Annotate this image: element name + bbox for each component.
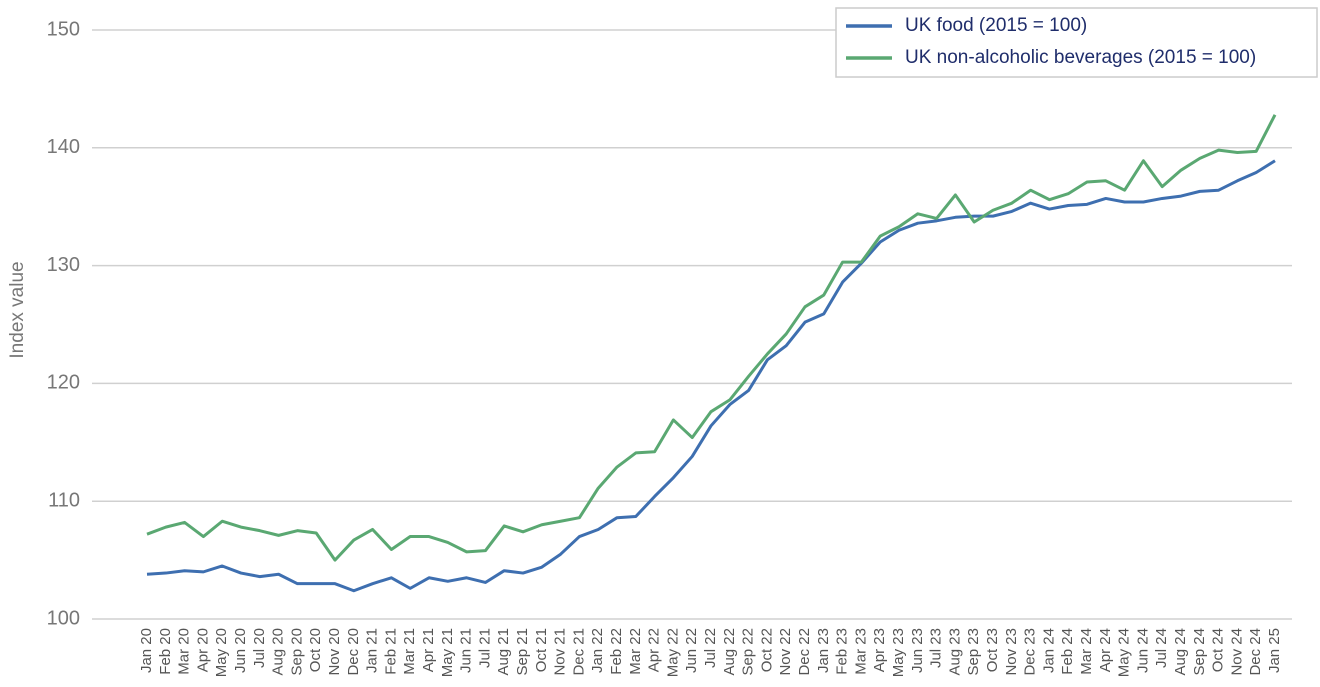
x-tick-label: Jul 24 [1153,628,1170,668]
x-tick-label: Apr 23 [871,628,888,672]
y-tick-label: 100 [47,607,80,629]
x-tick-label: Apr 21 [420,628,437,672]
x-tick-label: Mar 20 [176,628,193,675]
x-tick-label: Oct 20 [307,628,324,672]
x-tick-label: Jan 22 [589,628,606,673]
x-tick-label: Aug 23 [946,628,963,676]
y-tick-label: 130 [47,254,80,276]
x-tick-label: Dec 22 [796,628,813,676]
x-tick-label: Jun 20 [232,628,249,673]
x-tick-label: Apr 22 [646,628,663,672]
x-tick-label: Jul 21 [476,628,493,668]
x-tick-label: Aug 22 [721,628,738,676]
x-tick-label: Oct 21 [533,628,550,672]
line-series [146,159,1276,593]
x-tick-label: Oct 23 [984,628,1001,672]
line-series [146,114,1277,562]
x-tick-label: Mar 21 [401,628,418,675]
x-tick-label: Jul 22 [702,628,719,668]
legend-box [835,7,1318,78]
x-tick-label: Apr 20 [194,628,211,672]
x-tick-label: Apr 24 [1097,628,1114,672]
x-tick-label: Feb 20 [157,628,174,675]
x-tick-label: Nov 22 [777,628,794,676]
x-tick-label: Jul 20 [251,628,268,668]
x-tick-label: Mar 24 [1078,628,1095,675]
x-tick-label: Oct 24 [1210,628,1227,672]
x-tick-label: Jan 23 [815,628,832,673]
x-tick-label: Sep 21 [514,628,531,676]
x-tick-label: May 23 [890,628,907,677]
x-tick-label: May 24 [1116,628,1133,677]
x-tick-label: Feb 22 [608,628,625,675]
x-tick-label: Nov 20 [326,628,343,676]
y-tick-label: 120 [47,372,80,394]
x-tick-label: Dec 24 [1247,628,1264,676]
x-tick-label: Aug 24 [1172,628,1189,676]
x-tick-label: Nov 24 [1228,628,1245,676]
y-tick-label: 140 [47,136,80,158]
x-tick-label: Feb 21 [382,628,399,675]
x-tick-label: Sep 23 [965,628,982,676]
x-tick-label: Mar 23 [852,628,869,675]
x-tick-label: Sep 22 [740,628,757,676]
x-tick-label: Feb 23 [834,628,851,675]
y-tick-label: 150 [47,18,80,40]
x-tick-label: Dec 23 [1022,628,1039,676]
x-tick-label: Jun 24 [1134,628,1151,673]
x-tick-label: Feb 24 [1059,628,1076,675]
x-tick-label: Jun 23 [909,628,926,673]
x-tick-label: Sep 20 [288,628,305,676]
x-tick-label: Sep 24 [1191,628,1208,676]
x-tick-label: Nov 23 [1003,628,1020,676]
y-tick-label: 110 [48,489,80,511]
legend-label: UK non-alcoholic beverages (2015 = 100) [905,47,1256,68]
x-tick-label: Dec 21 [570,628,587,676]
x-tick-label: May 22 [664,628,681,677]
x-tick-label: Aug 21 [495,628,512,676]
x-tick-label: Jul 23 [928,628,945,668]
x-tick-label: Oct 22 [758,628,775,672]
x-tick-label: May 20 [213,628,230,677]
x-tick-label: Jun 22 [683,628,700,673]
x-tick-label: May 21 [439,628,456,677]
x-tick-label: Jun 21 [458,628,475,673]
x-tick-label: Jan 20 [138,628,155,673]
legend-label: UK food (2015 = 100) [905,15,1087,36]
x-tick-label: Dec 20 [345,628,362,676]
x-tick-label: Jan 25 [1266,628,1283,673]
x-tick-label: Mar 22 [627,628,644,675]
x-tick-label: Aug 20 [270,628,287,676]
x-tick-label: Jan 21 [364,628,381,673]
x-tick-label: Jan 24 [1040,628,1057,673]
x-tick-label: Nov 21 [552,628,569,676]
y-axis-title: Index value [7,261,28,358]
